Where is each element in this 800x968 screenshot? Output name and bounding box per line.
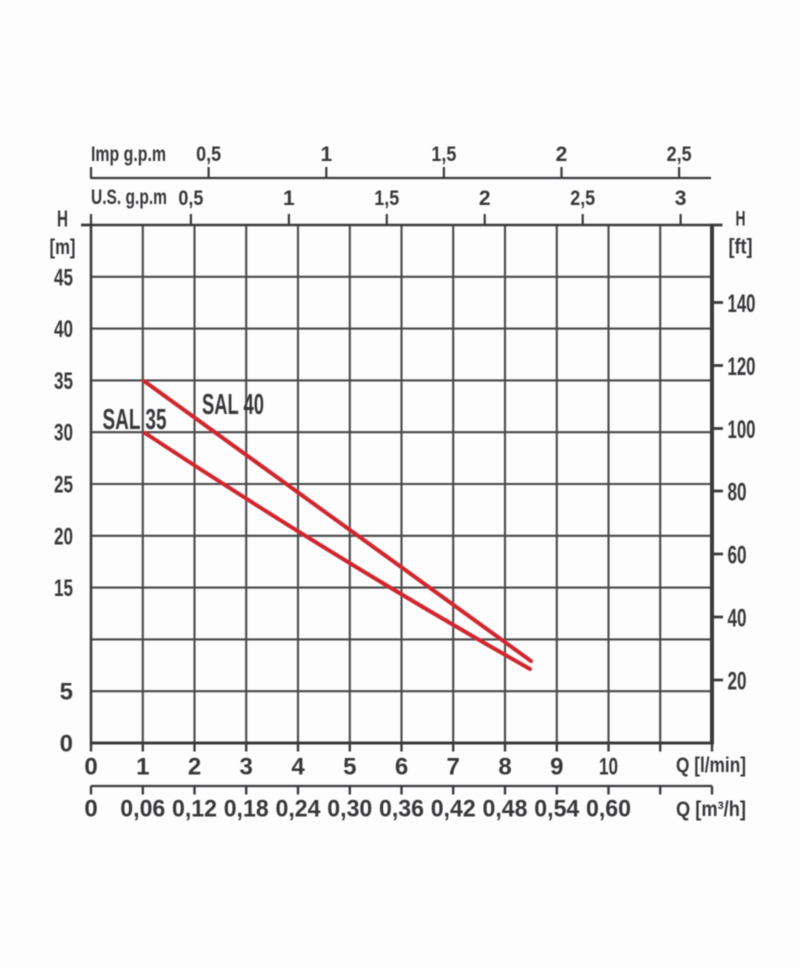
svg-text:5: 5	[343, 754, 356, 781]
svg-text:0,42: 0,42	[431, 796, 476, 823]
svg-text:140: 140	[728, 290, 756, 318]
svg-text:0,60: 0,60	[586, 796, 631, 823]
svg-text:SAL 40: SAL 40	[202, 389, 264, 421]
svg-text:1,5: 1,5	[431, 143, 456, 166]
svg-text:1: 1	[136, 754, 149, 781]
svg-text:35: 35	[54, 368, 73, 395]
svg-text:120: 120	[728, 353, 756, 381]
svg-text:60: 60	[728, 541, 747, 569]
svg-text:80: 80	[728, 478, 747, 506]
svg-text:25: 25	[54, 472, 73, 499]
svg-text:2: 2	[188, 754, 201, 781]
svg-text:20: 20	[728, 667, 747, 695]
svg-text:0: 0	[84, 754, 97, 781]
svg-text:U.S. g.p.m: U.S. g.p.m	[91, 186, 167, 209]
svg-text:0,36: 0,36	[379, 796, 424, 823]
svg-text:7: 7	[447, 754, 460, 781]
svg-text:SAL 35: SAL 35	[103, 404, 167, 436]
svg-text:45: 45	[54, 264, 73, 291]
svg-text:0: 0	[60, 731, 73, 758]
svg-text:0,54: 0,54	[534, 796, 580, 823]
svg-text:Q [m³/h]: Q [m³/h]	[676, 798, 746, 821]
svg-text:40: 40	[728, 604, 747, 632]
svg-text:8: 8	[498, 754, 511, 781]
svg-text:0,18: 0,18	[224, 796, 269, 823]
svg-text:2,5: 2,5	[570, 187, 595, 210]
svg-text:[ft]: [ft]	[729, 235, 753, 259]
svg-text:1,5: 1,5	[374, 187, 399, 210]
svg-text:Q [l/min]: Q [l/min]	[676, 754, 746, 777]
svg-text:0: 0	[84, 796, 97, 823]
svg-text:0,12: 0,12	[172, 796, 217, 823]
svg-text:0,06: 0,06	[120, 796, 165, 823]
svg-text:20: 20	[54, 523, 73, 550]
svg-text:30: 30	[54, 420, 73, 447]
svg-text:2,5: 2,5	[667, 143, 692, 166]
svg-text:40: 40	[54, 316, 73, 343]
svg-text:100: 100	[728, 416, 756, 444]
svg-text:H: H	[57, 206, 68, 232]
svg-text:0,30: 0,30	[327, 796, 372, 823]
svg-text:5: 5	[60, 679, 73, 706]
svg-text:3: 3	[240, 754, 253, 781]
svg-text:0,24: 0,24	[276, 796, 322, 823]
svg-text:0,5: 0,5	[178, 187, 203, 210]
svg-text:[m]: [m]	[50, 236, 76, 259]
svg-text:2: 2	[479, 187, 491, 210]
svg-text:1: 1	[320, 143, 332, 166]
svg-text:9: 9	[550, 754, 563, 781]
svg-text:H: H	[736, 207, 746, 231]
svg-text:Imp g.p.m: Imp g.p.m	[91, 143, 166, 166]
svg-text:1: 1	[283, 187, 295, 210]
svg-text:10: 10	[599, 754, 618, 781]
svg-text:6: 6	[395, 754, 408, 781]
svg-text:3: 3	[675, 187, 687, 210]
svg-text:0,48: 0,48	[483, 796, 528, 823]
svg-text:0,5: 0,5	[196, 143, 221, 166]
svg-text:15: 15	[54, 575, 73, 602]
svg-text:4: 4	[291, 754, 305, 781]
svg-text:2: 2	[556, 143, 568, 166]
